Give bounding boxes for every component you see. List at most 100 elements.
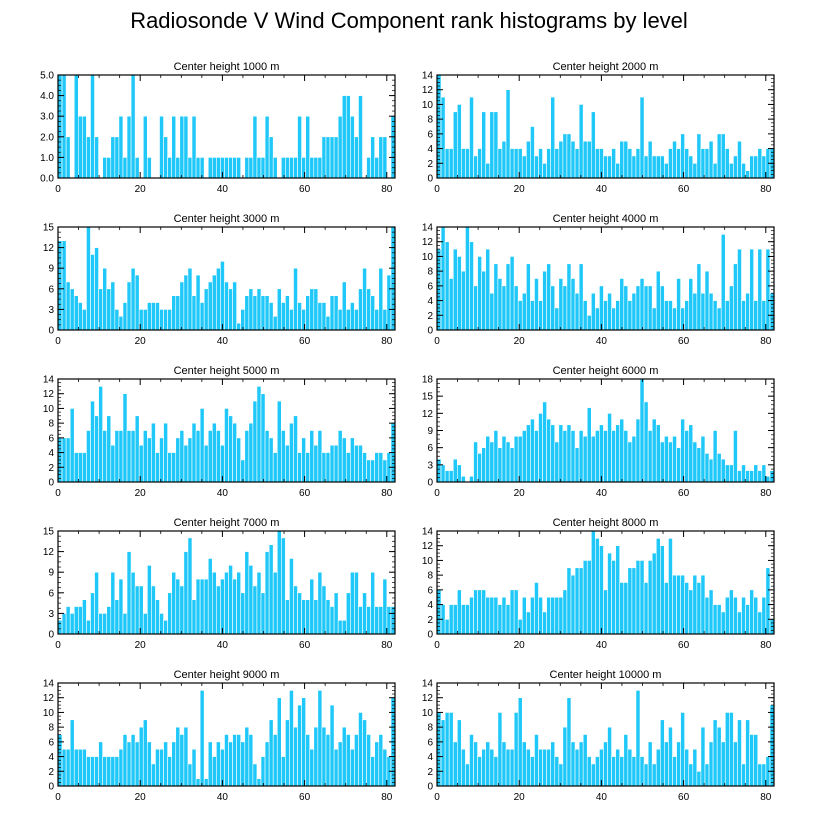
histogram-bar <box>118 115 124 179</box>
histogram-bar <box>741 763 746 787</box>
x-tick-label: 60 <box>678 640 690 651</box>
histogram-bar <box>473 285 478 331</box>
histogram-bar <box>607 726 612 787</box>
histogram-bar <box>285 444 290 483</box>
y-tick-label: 2.0 <box>40 132 54 143</box>
histogram-bar <box>159 748 164 787</box>
histogram-bar <box>138 726 144 787</box>
histogram-bar <box>317 571 323 635</box>
x-tick-label: 0 <box>55 488 61 499</box>
histogram-bar <box>684 430 690 483</box>
histogram-bar <box>712 430 718 483</box>
histogram-bar <box>118 578 124 635</box>
histogram-bar <box>94 756 99 787</box>
histogram-bar <box>350 437 355 483</box>
histogram-bar <box>611 560 616 635</box>
y-tick-label: 14 <box>43 679 55 690</box>
histogram-bar <box>155 748 160 787</box>
histogram-bar <box>745 292 750 331</box>
histogram-bar <box>102 157 108 179</box>
histogram-bar <box>737 470 742 483</box>
histogram-bar <box>574 447 580 483</box>
histogram-bar <box>293 157 298 179</box>
x-tick-label: 0 <box>434 640 440 651</box>
histogram-bar <box>382 136 388 179</box>
histogram-bar <box>281 430 286 483</box>
x-tick-label: 40 <box>596 336 608 347</box>
histogram-bar <box>493 756 499 787</box>
histogram-bar <box>444 470 450 483</box>
histogram-bar <box>130 571 136 635</box>
histogram-bar <box>696 263 702 331</box>
histogram-bar <box>289 690 294 787</box>
x-tick-label: 40 <box>596 792 608 803</box>
histogram-bar <box>582 435 588 483</box>
x-tick-label: 80 <box>381 640 393 651</box>
histogram-bar <box>688 589 694 635</box>
histogram-bar <box>590 763 596 787</box>
histogram-bar <box>538 148 543 179</box>
histogram-bar <box>716 726 722 787</box>
histogram-bar <box>599 545 604 635</box>
histogram-bar <box>211 756 217 787</box>
panel-title: Center height 6000 m <box>553 365 659 377</box>
histogram-bar <box>631 292 637 331</box>
histogram-bar <box>692 162 698 179</box>
histogram-bar <box>329 704 335 787</box>
histogram-bar <box>256 571 262 635</box>
histogram-bar <box>477 148 482 179</box>
histogram-bar <box>228 288 233 331</box>
histogram-bar <box>78 115 83 179</box>
histogram-bar <box>309 578 315 635</box>
y-tick-label: 4 <box>427 600 433 611</box>
histogram-bar <box>574 292 580 331</box>
histogram-bar <box>505 89 511 179</box>
histogram-bar <box>631 567 637 635</box>
histogram-bar <box>260 295 266 331</box>
histogram-bar <box>305 295 311 331</box>
histogram-bar <box>566 133 572 179</box>
histogram-bar <box>382 748 388 787</box>
histogram-bar <box>155 452 160 483</box>
histogram-bar <box>268 437 274 483</box>
histogram-bar <box>240 592 246 635</box>
histogram-bar <box>570 140 576 179</box>
histogram-bar <box>126 741 132 787</box>
histogram-bar <box>485 741 491 787</box>
histogram-bar <box>696 770 702 787</box>
histogram-bar <box>509 148 515 179</box>
histogram-bar <box>98 288 103 331</box>
histogram-bar <box>724 712 730 787</box>
histogram-bar <box>333 592 339 635</box>
histogram-bar <box>700 726 706 787</box>
histogram-bar <box>382 578 388 635</box>
histogram-bar <box>741 596 746 635</box>
histogram-bar <box>142 115 148 179</box>
histogram-bar <box>285 599 290 635</box>
histogram-bar <box>341 281 347 331</box>
histogram-bar <box>345 309 351 331</box>
histogram-bar <box>481 447 487 483</box>
histogram-bar <box>586 314 592 331</box>
histogram-bar <box>102 267 108 331</box>
y-tick-label: 14 <box>422 679 434 690</box>
histogram-bar <box>651 307 657 331</box>
histogram-bar <box>163 136 168 179</box>
histogram-bar <box>586 407 592 483</box>
histogram-bar <box>708 741 714 787</box>
histogram-bar <box>582 300 588 331</box>
histogram-bar <box>595 148 600 179</box>
histogram-bar <box>745 170 750 179</box>
histogram-bar <box>489 596 495 635</box>
histogram-bar <box>753 734 759 787</box>
y-tick-label: 8 <box>427 571 433 582</box>
y-tick-label: 6 <box>48 588 54 599</box>
histogram-bar <box>175 726 181 787</box>
histogram-bar <box>489 111 495 179</box>
histogram-bar <box>147 302 152 331</box>
histogram-bar <box>358 95 363 179</box>
histogram-bar <box>313 599 319 635</box>
histogram-bar <box>473 441 478 483</box>
y-tick-label: 0.0 <box>40 174 54 185</box>
